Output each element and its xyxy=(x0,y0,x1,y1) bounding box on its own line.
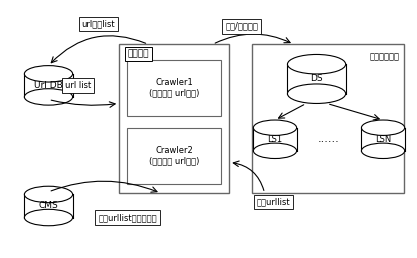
Ellipse shape xyxy=(362,120,404,135)
Text: 添加/更新商品: 添加/更新商品 xyxy=(225,22,258,31)
Text: 分布式商品库: 分布式商品库 xyxy=(370,52,399,61)
Text: Crawler1
(多线程多 url队列): Crawler1 (多线程多 url队列) xyxy=(149,78,199,98)
Ellipse shape xyxy=(287,54,346,74)
Text: url更新list: url更新list xyxy=(82,19,115,28)
FancyBboxPatch shape xyxy=(128,128,221,184)
Ellipse shape xyxy=(254,143,296,158)
FancyBboxPatch shape xyxy=(252,44,404,193)
Text: LSN: LSN xyxy=(375,135,391,144)
Bar xyxy=(362,128,404,151)
Text: Crawler2
(多线程多 url队列): Crawler2 (多线程多 url队列) xyxy=(149,146,199,166)
Text: 一组爬虫: 一组爬虫 xyxy=(128,50,149,59)
Text: DS: DS xyxy=(310,75,323,83)
Bar xyxy=(24,74,73,97)
Ellipse shape xyxy=(24,186,73,203)
Text: LS1: LS1 xyxy=(267,135,283,144)
Text: url list: url list xyxy=(65,81,91,90)
Text: ......: ...... xyxy=(318,134,340,144)
Ellipse shape xyxy=(24,89,73,105)
Bar xyxy=(287,64,346,94)
Text: 商品urllist: 商品urllist xyxy=(256,198,290,207)
Ellipse shape xyxy=(254,120,296,135)
Bar xyxy=(254,128,296,151)
Ellipse shape xyxy=(287,84,346,103)
Text: CMS: CMS xyxy=(39,201,58,211)
Text: Url DB: Url DB xyxy=(34,81,63,90)
Ellipse shape xyxy=(362,143,404,158)
Bar xyxy=(24,195,73,217)
Text: 人工urllist，各种配置: 人工urllist，各种配置 xyxy=(98,213,157,222)
Ellipse shape xyxy=(24,209,73,226)
FancyBboxPatch shape xyxy=(128,60,221,116)
Ellipse shape xyxy=(24,66,73,82)
FancyBboxPatch shape xyxy=(119,44,229,193)
